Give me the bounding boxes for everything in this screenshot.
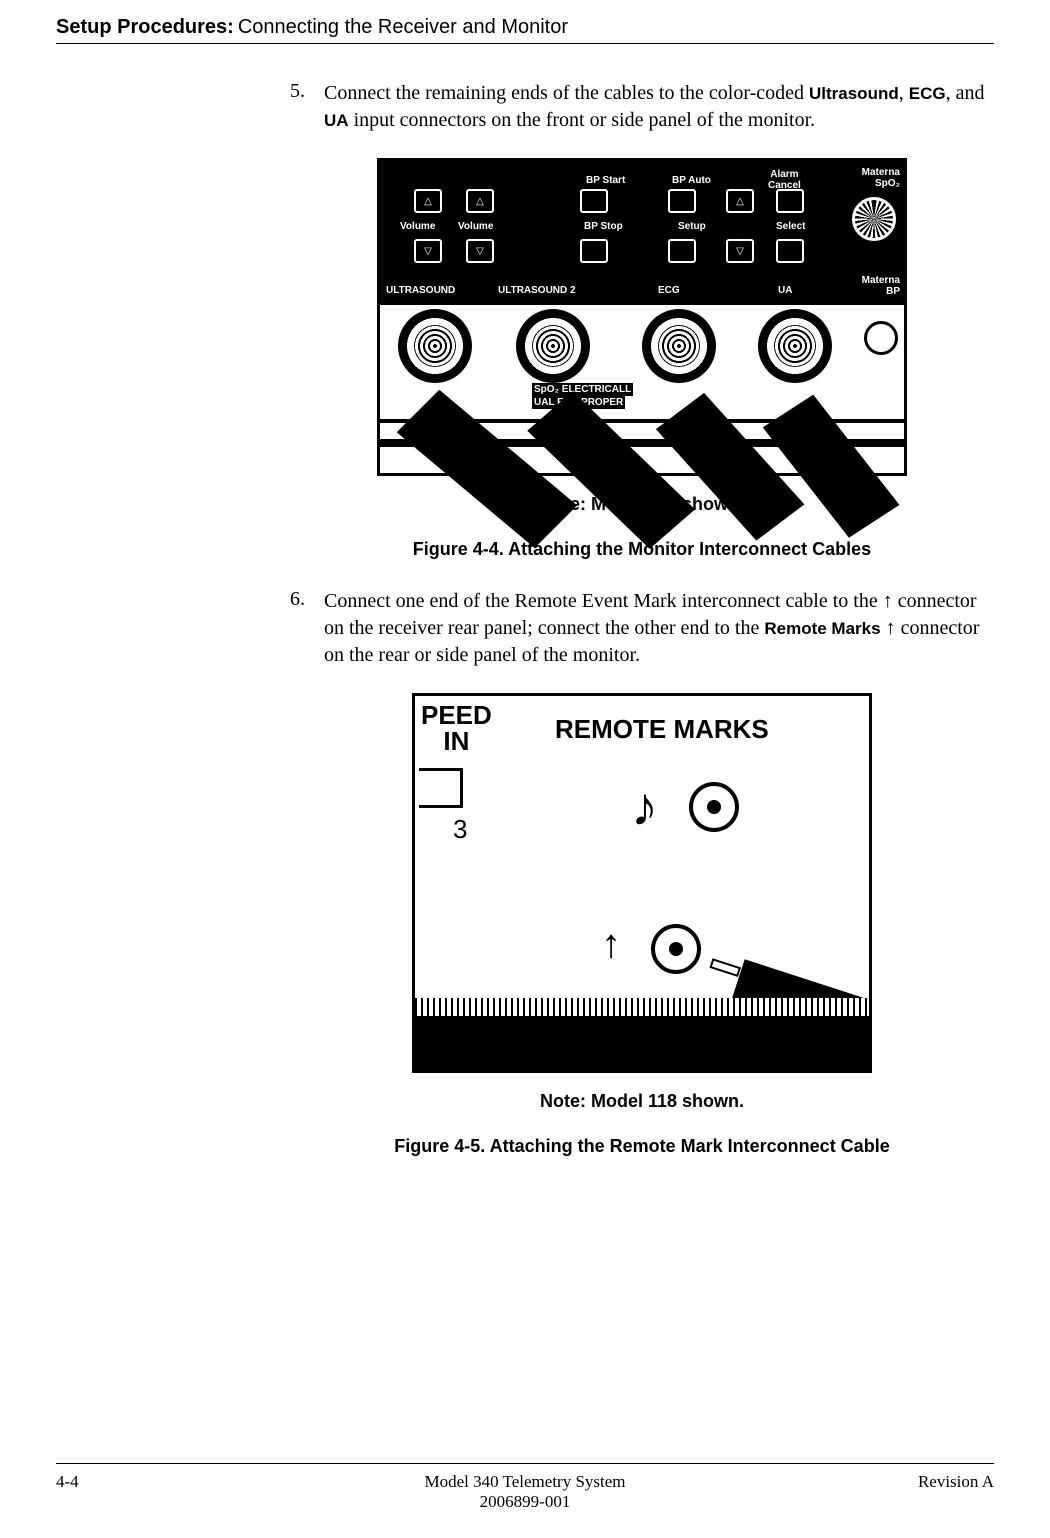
step-5: 5. Connect the remaining ends of the cab… [290,80,994,134]
arrow-up-icon: ↑ [883,590,893,612]
label-ecg: ECG [909,84,946,103]
label-remote-marks: Remote Marks [764,619,880,638]
arrow-up-icon: ↑ [601,920,621,967]
music-note-icon: ♪ [631,776,658,838]
label-select: Select [776,221,805,232]
connector-materna-bp [864,321,898,355]
connector-row [380,281,904,305]
text: Connect one end of the Remote Event Mark… [324,590,883,612]
connector-ultrasound2 [516,309,590,383]
figure-4-4-drawing: BP Start BP Auto Alarm Cancel Materna Sp… [377,158,907,476]
switch-box [419,768,463,808]
label-materna-spo2: Materna SpO₂ [862,167,900,189]
label-alarm-cancel: Alarm Cancel [768,169,801,191]
arrow-down-btn: ▽ [726,239,754,263]
label-3: 3 [453,814,467,845]
text: input connectors on the front or side pa… [349,109,816,131]
setup-btn [668,239,696,263]
volume1-down: ▽ [414,239,442,263]
connector-ultrasound [398,309,472,383]
running-header: Setup Procedures: Connecting the Receive… [56,16,994,44]
figure-4-5-caption: Figure 4-5. Attaching the Remote Mark In… [290,1136,994,1157]
label-remote-marks: REMOTE MARKS [555,714,769,745]
triangle-down-icon: ▽ [736,246,744,257]
connector-ua [758,309,832,383]
text: , and [946,82,985,104]
figure-4-5-note: Note: Model 118 shown. [290,1091,994,1112]
label-materna-bp: Materna BP [862,275,900,297]
label-ecg: ECG [658,285,680,296]
step-6-number: 6. [290,588,324,669]
triangle-up-icon: △ [736,196,744,207]
footer-docnum: 2006899-001 [196,1492,854,1512]
spo2-knob [852,197,896,241]
page: Setup Procedures: Connecting the Receive… [0,0,1050,1538]
header-section: Setup Procedures: [56,16,234,39]
footer-page-number: 4-4 [56,1472,196,1492]
footer-product: Model 340 Telemetry System [196,1472,854,1492]
jack-remote-mark [651,924,701,974]
step-6-text: Connect one end of the Remote Event Mark… [324,588,994,669]
bp-stop-btn [580,239,608,263]
triangle-down-icon: ▽ [424,246,432,257]
figure-4-5-drawing: PEED IN REMOTE MARKS 3 ♪ ↑ [412,693,872,1073]
label-ultrasound-2: ULTRASOUND 2 [498,285,576,296]
label-ua: UA [778,285,792,296]
label-ultrasound-1: ULTRASOUND [386,285,455,296]
label-bp-start: BP Start [586,175,625,186]
footer-center: Model 340 Telemetry System 2006899-001 [196,1472,854,1512]
label-ua: UA [324,111,349,130]
header-subsection: Connecting the Receiver and Monitor [238,16,568,39]
label-volume2: Volume [458,221,493,232]
volume1-up: △ [414,189,442,213]
page-footer: 4-4 Model 340 Telemetry System 2006899-0… [56,1463,994,1512]
step-6: 6. Connect one end of the Remote Event M… [290,588,994,669]
label-setup: Setup [678,221,706,232]
connector-ecg [642,309,716,383]
arrow-up-icon: ↑ [881,617,901,639]
content-area: 5. Connect the remaining ends of the cab… [290,80,994,1463]
label-peed-in: PEED IN [421,702,492,754]
bp-auto-btn [668,189,696,213]
footer-revision: Revision A [854,1472,994,1492]
text: , [899,82,909,104]
label-ultrasound: Ultrasound [809,84,899,103]
bp-start-btn [580,189,608,213]
arrow-up-btn: △ [726,189,754,213]
warn-line1: SpO₂ ELECTRICALL [532,383,633,396]
text: Connect the remaining ends of the cables… [324,82,809,104]
figure-4-5: PEED IN REMOTE MARKS 3 ♪ ↑ Note: Model 1… [290,693,994,1157]
text-in: IN [443,726,469,756]
label-bp-auto: BP Auto [672,175,711,186]
triangle-down-icon: ▽ [476,246,484,257]
triangle-up-icon: △ [476,196,484,207]
label-volume1: Volume [400,221,435,232]
step-5-number: 5. [290,80,324,134]
select-btn [776,239,804,263]
step-5-text: Connect the remaining ends of the cables… [324,80,994,134]
triangle-up-icon: △ [424,196,432,207]
alarm-cancel-btn [776,189,804,213]
rule [380,165,904,169]
figure-4-4: BP Start BP Auto Alarm Cancel Materna Sp… [290,158,994,560]
label-bp-stop: BP Stop [584,221,623,232]
volume2-down: ▽ [466,239,494,263]
jack-audio [689,782,739,832]
plug-pin [709,958,741,977]
volume2-up: △ [466,189,494,213]
chassis-base [415,1016,869,1070]
